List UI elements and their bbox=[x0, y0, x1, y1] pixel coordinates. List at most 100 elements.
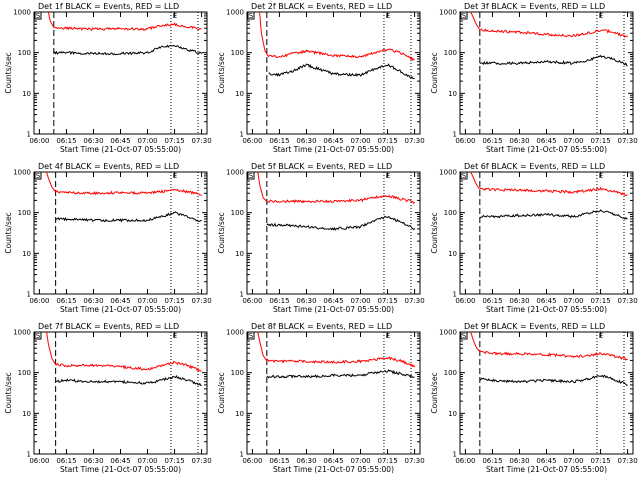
start-marker-box bbox=[247, 11, 255, 20]
panel-title: Det 4f BLACK = Events, RED = LLD bbox=[38, 162, 179, 171]
events-series-line bbox=[266, 369, 415, 379]
y-tick-label: 1 bbox=[453, 291, 457, 299]
plot-frame bbox=[33, 331, 208, 455]
x-axis-label: Start Time (21-Oct-07 05:55:00) bbox=[60, 305, 181, 314]
x-tick-label: 07:15 bbox=[590, 457, 610, 465]
end-marker: E bbox=[173, 332, 177, 340]
x-tick-label: 07:00 bbox=[350, 457, 370, 465]
y-tick-label: 1000 bbox=[226, 9, 244, 17]
y-tick-label: 1000 bbox=[13, 169, 31, 177]
panel-title: Det 5f BLACK = Events, RED = LLD bbox=[251, 162, 392, 171]
y-tick-label: 100 bbox=[444, 369, 457, 377]
x-tick-label: 07:00 bbox=[137, 457, 157, 465]
end-marker: E bbox=[386, 12, 390, 20]
x-tick-label: 06:00 bbox=[29, 137, 49, 145]
start-marker: S bbox=[249, 172, 254, 180]
lld-series-line bbox=[470, 11, 628, 38]
x-tick-label: 06:45 bbox=[323, 297, 343, 305]
start-marker-box bbox=[460, 171, 468, 180]
y-axis-label: Counts/sec bbox=[430, 212, 439, 253]
panel-det-3f: Det 3f BLACK = Events, RED = LLD 1 10 100 10… bbox=[430, 2, 638, 154]
start-marker-box bbox=[247, 331, 255, 340]
x-tick-label: 07:30 bbox=[618, 297, 638, 305]
x-tick-label: 06:45 bbox=[536, 297, 556, 305]
x-axis-label: Start Time (21-Oct-07 05:55:00) bbox=[486, 465, 607, 474]
panel-det-6f: Det 6f BLACK = Events, RED = LLD 1 10 100 10… bbox=[430, 162, 638, 314]
y-tick-label: 10 bbox=[448, 250, 457, 258]
x-tick-label: 06:00 bbox=[455, 137, 475, 145]
x-tick-label: 06:00 bbox=[455, 457, 475, 465]
panel-det-8f: Det 8f BLACK = Events, RED = LLD 1 10 100 10… bbox=[217, 322, 425, 474]
plot-frame bbox=[246, 171, 421, 295]
x-tick-label: 06:30 bbox=[296, 297, 316, 305]
y-tick-label: 10 bbox=[448, 90, 457, 98]
lld-series-line bbox=[470, 331, 628, 361]
x-tick-label: 07:00 bbox=[137, 297, 157, 305]
lld-series-line bbox=[257, 171, 415, 205]
y-tick-label: 1 bbox=[27, 451, 31, 459]
y-axis-label: Counts/sec bbox=[217, 372, 226, 413]
x-tick-label: 06:15 bbox=[56, 137, 76, 145]
panel-det-2f: Det 2f BLACK = Events, RED = LLD 1 10 100 10… bbox=[217, 2, 425, 154]
lld-series-line bbox=[470, 171, 628, 197]
start-marker: S bbox=[36, 172, 41, 180]
x-tick-label: 07:00 bbox=[563, 137, 583, 145]
x-tick-label: 06:00 bbox=[242, 297, 262, 305]
lld-series-line bbox=[46, 331, 202, 372]
y-tick-label: 1 bbox=[453, 131, 457, 139]
y-tick-label: 100 bbox=[444, 49, 457, 57]
panel-title: Det 7f BLACK = Events, RED = LLD bbox=[38, 322, 179, 331]
panel-title: Det 2f BLACK = Events, RED = LLD bbox=[251, 2, 392, 11]
y-tick-label: 1 bbox=[27, 131, 31, 139]
y-tick-label: 100 bbox=[231, 49, 244, 57]
x-tick-label: 06:30 bbox=[509, 457, 529, 465]
x-tick-label: 06:00 bbox=[242, 457, 262, 465]
x-tick-label: 07:00 bbox=[350, 297, 370, 305]
lld-series-line bbox=[257, 331, 416, 368]
y-tick-label: 100 bbox=[18, 369, 31, 377]
start-marker: S bbox=[462, 12, 467, 20]
y-tick-label: 10 bbox=[235, 90, 244, 98]
events-series-line bbox=[479, 374, 628, 386]
x-tick-label: 07:15 bbox=[164, 137, 184, 145]
x-tick-label: 06:00 bbox=[29, 297, 49, 305]
x-axis-label: Start Time (21-Oct-07 05:55:00) bbox=[273, 145, 394, 154]
x-tick-label: 06:45 bbox=[536, 137, 556, 145]
x-tick-label: 06:15 bbox=[482, 297, 502, 305]
y-tick-label: 100 bbox=[18, 209, 31, 217]
y-tick-label: 10 bbox=[22, 90, 31, 98]
start-marker-box bbox=[460, 11, 468, 20]
x-tick-label: 06:00 bbox=[29, 457, 49, 465]
x-tick-label: 06:45 bbox=[110, 297, 130, 305]
y-tick-label: 1 bbox=[453, 451, 457, 459]
y-tick-label: 100 bbox=[231, 369, 244, 377]
y-axis-label: Counts/sec bbox=[217, 52, 226, 93]
x-tick-label: 07:15 bbox=[590, 297, 610, 305]
y-tick-label: 1000 bbox=[439, 169, 457, 177]
x-tick-label: 06:00 bbox=[242, 137, 262, 145]
panel-det-5f: Det 5f BLACK = Events, RED = LLD 1 10 100 10… bbox=[217, 162, 425, 314]
x-tick-label: 07:15 bbox=[590, 137, 610, 145]
y-tick-label: 1000 bbox=[439, 329, 457, 337]
panel-det-9f: Det 9f BLACK = Events, RED = LLD 1 10 100 10… bbox=[430, 322, 638, 474]
y-tick-label: 1 bbox=[240, 131, 244, 139]
end-marker: E bbox=[599, 12, 603, 20]
end-marker: E bbox=[599, 172, 603, 180]
start-marker-box bbox=[460, 331, 468, 340]
start-marker-box bbox=[34, 11, 42, 20]
lld-series-line bbox=[259, 11, 415, 62]
x-tick-label: 07:30 bbox=[192, 457, 212, 465]
y-tick-label: 10 bbox=[22, 410, 31, 418]
x-tick-label: 06:15 bbox=[269, 137, 289, 145]
end-marker: E bbox=[386, 172, 390, 180]
x-tick-label: 06:45 bbox=[110, 457, 130, 465]
start-marker-box bbox=[34, 331, 42, 340]
events-series-line bbox=[53, 44, 203, 56]
x-tick-label: 06:45 bbox=[323, 457, 343, 465]
lld-series-line bbox=[46, 171, 202, 197]
plot-frame bbox=[33, 11, 208, 135]
panel-det-1f: Det 1f BLACK = Events, RED = LLD 1 10 100 10… bbox=[4, 2, 212, 154]
events-series-line bbox=[268, 63, 415, 79]
x-tick-label: 07:30 bbox=[618, 457, 638, 465]
